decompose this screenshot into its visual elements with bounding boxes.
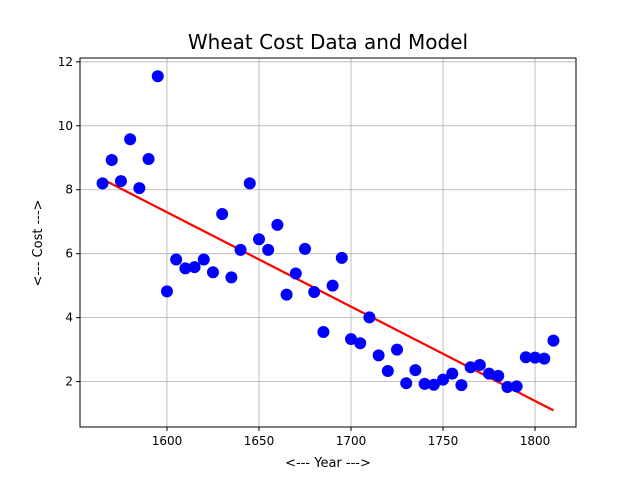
data-point	[206, 266, 219, 279]
data-point	[335, 251, 348, 264]
y-tick-label: 10	[58, 119, 73, 133]
data-point	[151, 70, 164, 83]
data-point	[289, 267, 302, 280]
data-point	[105, 154, 118, 167]
plot-frame	[79, 57, 577, 428]
data-point	[538, 352, 551, 365]
y-tick-label: 8	[65, 183, 73, 197]
data-point	[409, 364, 422, 377]
data-point	[252, 233, 265, 246]
model-line	[102, 178, 554, 412]
data-point	[455, 379, 468, 392]
data-point	[391, 343, 404, 356]
x-tick-label: 1600	[152, 434, 183, 448]
x-tick-label: 1650	[244, 434, 275, 448]
data-point	[400, 377, 413, 390]
data-point	[427, 378, 440, 391]
data-point	[437, 373, 450, 386]
data-point	[188, 261, 201, 274]
data-point	[326, 279, 339, 292]
data-point	[418, 377, 431, 390]
data-point	[114, 175, 127, 188]
data-points	[96, 70, 560, 394]
y-tick-label: 6	[65, 247, 73, 261]
x-axis-label: <--- Year --->	[285, 456, 371, 471]
data-point	[298, 242, 311, 255]
data-point	[96, 177, 109, 190]
y-axis-label: <--- Cost --->	[31, 199, 46, 286]
x-tick-label: 1800	[520, 434, 551, 448]
data-point	[243, 177, 256, 190]
data-point	[179, 262, 192, 275]
data-point	[124, 133, 137, 146]
y-tick-label: 12	[58, 55, 73, 69]
data-point	[501, 381, 514, 394]
data-point	[473, 358, 486, 371]
data-point	[510, 380, 523, 393]
data-point	[280, 288, 293, 301]
data-point	[197, 253, 210, 266]
data-point	[317, 326, 330, 339]
data-point	[464, 361, 477, 374]
y-tick-label: 4	[65, 311, 73, 325]
axis-ticks: 1600 1650 1700 1750 1800 2 4 6 8 10 12	[58, 55, 551, 448]
data-point	[234, 243, 247, 256]
data-point	[216, 208, 229, 221]
y-tick-label: 2	[65, 375, 73, 389]
data-point	[160, 285, 173, 298]
data-point	[529, 351, 542, 364]
data-point	[363, 311, 376, 324]
x-tick-label: 1700	[336, 434, 367, 448]
data-point	[483, 367, 496, 380]
data-point	[271, 218, 284, 231]
data-point	[372, 349, 385, 362]
chart-title: Wheat Cost Data and Model	[188, 30, 468, 54]
model-line-layer	[102, 178, 554, 412]
data-point	[354, 337, 367, 350]
data-point	[446, 367, 459, 380]
data-point	[381, 365, 394, 378]
data-point	[308, 286, 321, 299]
data-point	[262, 243, 275, 256]
data-point	[345, 333, 358, 346]
data-point	[133, 182, 146, 195]
grid	[80, 58, 576, 427]
data-point	[225, 271, 238, 284]
x-tick-label: 1750	[428, 434, 459, 448]
data-point	[492, 369, 505, 382]
data-point	[519, 351, 532, 364]
data-point	[142, 153, 155, 166]
data-point	[170, 253, 183, 266]
data-point	[547, 334, 560, 347]
